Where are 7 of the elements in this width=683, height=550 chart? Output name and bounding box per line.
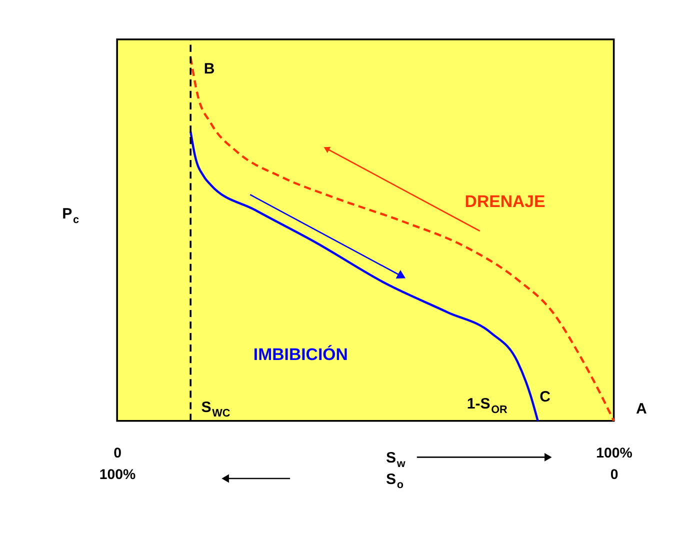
annotation: C <box>540 388 551 406</box>
series-label: DRENAJE <box>464 192 546 211</box>
annotation: B <box>204 60 215 78</box>
x2-tick-label: 0 <box>610 466 618 483</box>
text: IMBIBICIÓN <box>253 344 348 364</box>
x2-tick-label: 100% <box>99 466 136 483</box>
annotation: A <box>636 400 647 418</box>
